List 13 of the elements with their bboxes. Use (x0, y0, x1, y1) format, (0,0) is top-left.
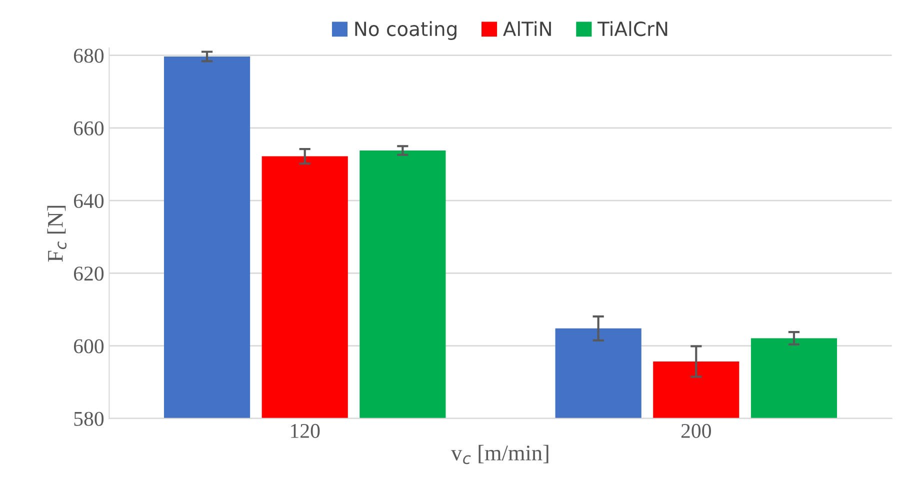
legend-label: No coating (355, 21, 456, 40)
x-tick-label: 200 (681, 424, 711, 438)
y-tick-label: 580 (74, 412, 104, 426)
x-axis-title: v$_{c}$ [m/min] (451, 444, 548, 464)
legend-label: AlTiN (503, 21, 551, 36)
x-tick-label: 120 (291, 424, 320, 438)
y-tick-label: 680 (74, 48, 104, 63)
legend-label: TiAlCrN (597, 21, 668, 36)
y-tick-label: 620 (74, 266, 104, 281)
y-tick-label: 660 (74, 121, 104, 136)
y-tick-label: 600 (74, 339, 104, 354)
y-tick-label: 640 (74, 194, 104, 208)
y-axis-title: F$_{c}$ [N] (47, 206, 67, 262)
